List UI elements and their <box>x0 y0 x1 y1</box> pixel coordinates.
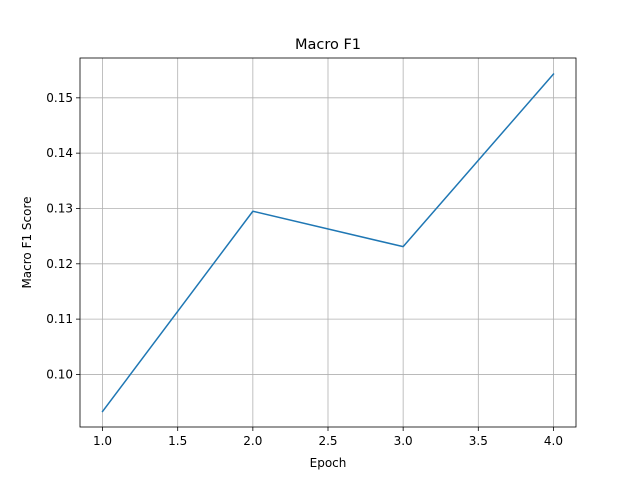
chart-title: Macro F1 <box>295 37 361 53</box>
series-line <box>101 72 555 413</box>
y-axis: 0.10 0.11 0.12 0.13 0.14 0.15 <box>46 91 80 381</box>
y-tick-label: 0.14 <box>46 146 73 160</box>
y-tick-label: 0.13 <box>46 201 73 215</box>
x-tick-label: 1.0 <box>93 434 112 448</box>
grid <box>80 58 576 427</box>
x-axis-label: Epoch <box>310 456 347 470</box>
x-tick-label: 3.5 <box>469 434 488 448</box>
y-tick-label: 0.12 <box>46 257 73 271</box>
y-tick-label: 0.10 <box>46 367 73 381</box>
series-layer <box>101 72 555 413</box>
x-tick-label: 3.0 <box>394 434 413 448</box>
x-tick-label: 4.0 <box>544 434 563 448</box>
y-tick-label: 0.11 <box>46 312 73 326</box>
x-tick-label: 1.5 <box>168 434 187 448</box>
y-axis-label: Macro F1 Score <box>20 196 34 288</box>
x-axis: 1.0 1.5 2.0 2.5 3.0 3.5 4.0 <box>93 427 563 448</box>
x-tick-label: 2.5 <box>318 434 337 448</box>
x-tick-label: 2.0 <box>243 434 262 448</box>
y-tick-label: 0.15 <box>46 91 73 105</box>
